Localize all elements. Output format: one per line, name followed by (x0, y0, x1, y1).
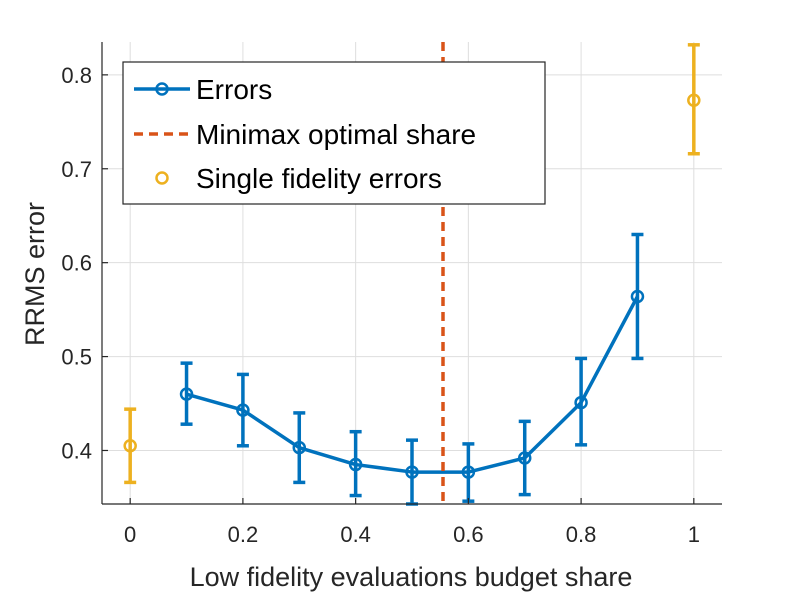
errors-point (292, 440, 307, 455)
x-tick-label: 0.2 (228, 522, 259, 547)
legend-errors-marker (155, 82, 169, 96)
x-axis-label: Low fidelity evaluations budget share (190, 562, 633, 592)
errors-point (630, 289, 645, 304)
single-fidelity-point (123, 439, 137, 453)
errors-point (517, 451, 532, 465)
x-tick-label: 0.4 (340, 522, 371, 547)
legend-single-marker (155, 171, 169, 185)
legend-minimax-label: Minimax optimal share (196, 119, 476, 150)
y-tick-label: 0.5 (61, 345, 92, 370)
plot-area (123, 42, 701, 506)
y-tick-label: 0.7 (61, 157, 92, 182)
axes: 0 0.2 0.4 0.6 0.8 1 0.4 0.5 0.6 0.7 0.8 (61, 42, 722, 547)
legend-box (122, 61, 546, 205)
y-tick-label: 0.6 (61, 251, 92, 276)
errors-point (236, 403, 250, 417)
legend: Errors Minimax optimal share Single fide… (122, 61, 546, 205)
x-tick-label: 0.8 (566, 522, 597, 547)
errors-point (405, 465, 419, 479)
errors-point (574, 395, 588, 410)
legend-single-label: Single fidelity errors (196, 163, 442, 194)
single-fidelity-point (687, 93, 701, 107)
errors-point (348, 457, 363, 472)
y-tick-label: 0.8 (61, 63, 92, 88)
y-axis-label: RRMS error (20, 202, 50, 346)
errors-point (179, 387, 194, 401)
x-tick-label: 0 (124, 522, 136, 547)
legend-errors-label: Errors (196, 74, 272, 105)
x-tick-label: 1 (688, 522, 700, 547)
errors-point (461, 465, 476, 479)
y-tick-label: 0.4 (61, 438, 92, 463)
x-tick-label: 0.6 (453, 522, 484, 547)
